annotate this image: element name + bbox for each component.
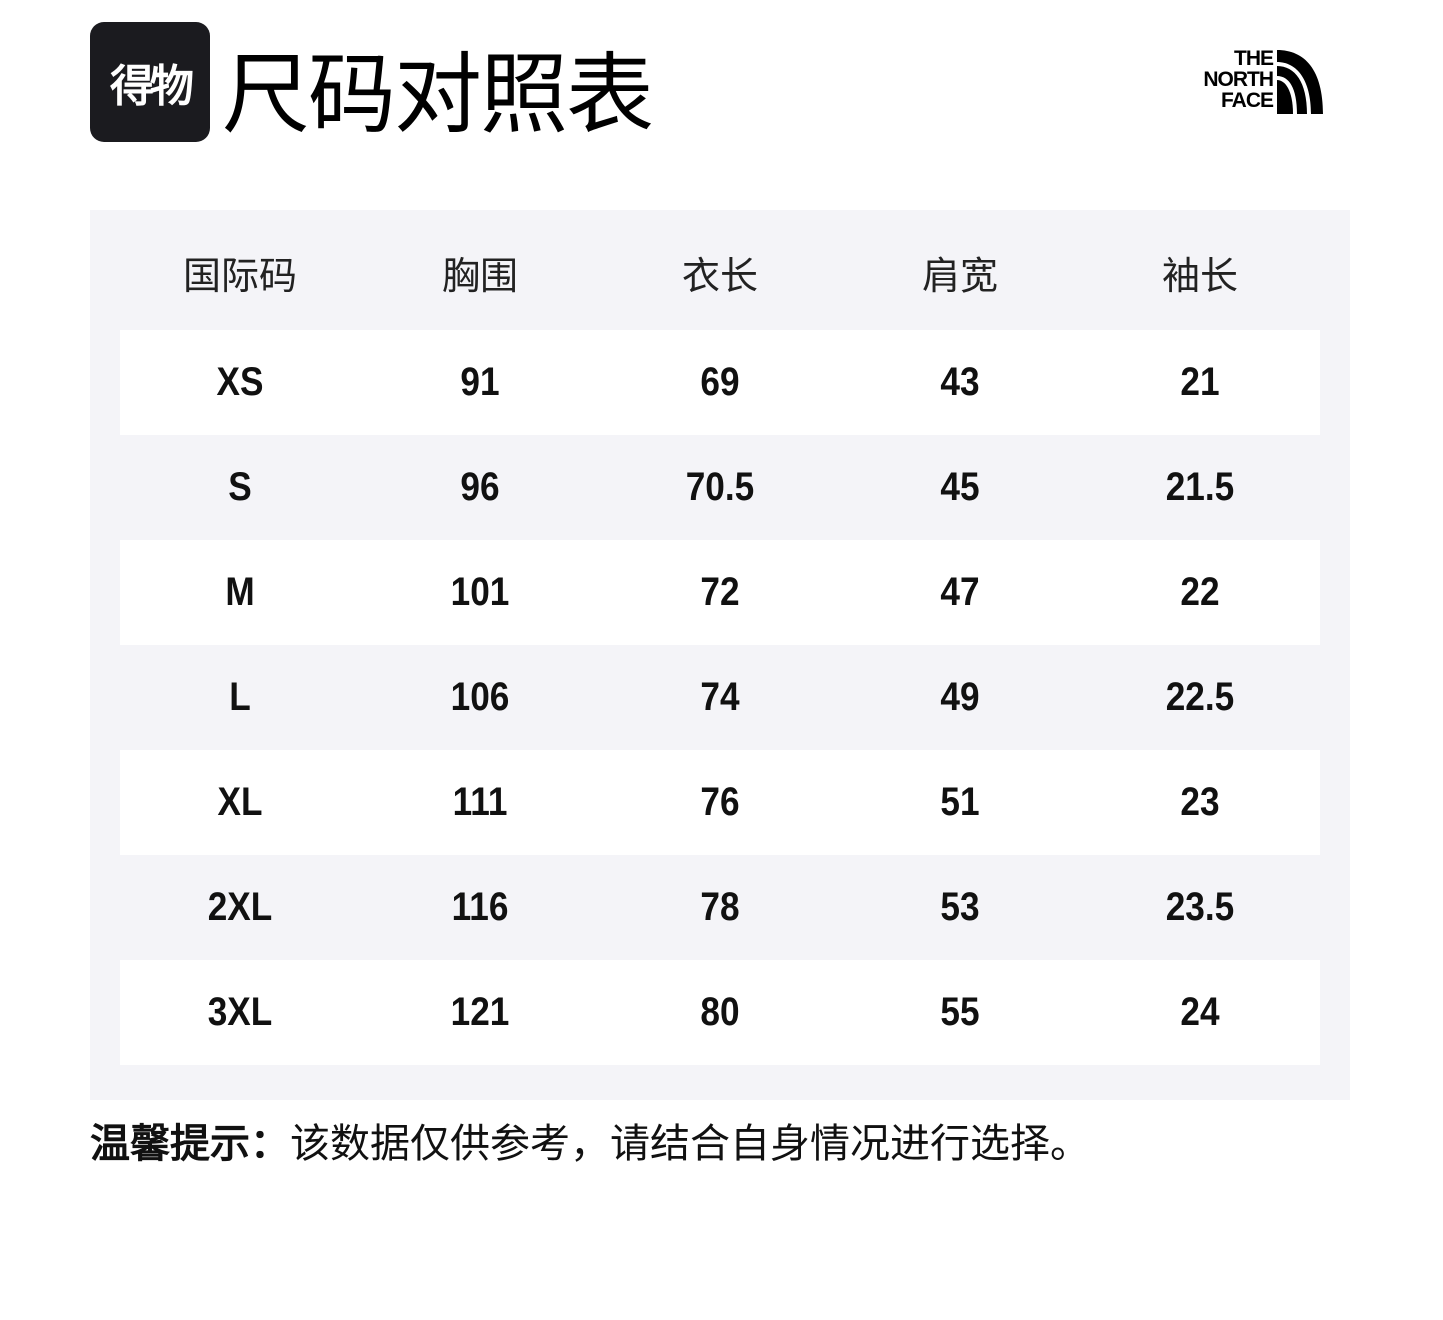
table-cell: 106 <box>450 675 510 719</box>
table-cell: 49 <box>940 675 980 719</box>
table-cell: 96 <box>460 465 500 509</box>
the-north-face-logo: THE NORTH FACE <box>1180 48 1325 116</box>
table-cell: 101 <box>450 570 510 614</box>
table-cell: 2XL <box>207 885 273 929</box>
table-cell: 69 <box>700 360 740 404</box>
table-cell: 121 <box>450 990 510 1034</box>
tip-text: 该数据仅供参考，请结合自身情况进行选择。 <box>290 1121 1090 1167</box>
table-cell: 24 <box>1180 990 1220 1034</box>
logo-text: 得物 <box>110 61 194 112</box>
table-cell: 116 <box>451 885 509 929</box>
table-cell: 23.5 <box>1165 885 1235 929</box>
table-cell: 53 <box>940 885 980 929</box>
table-cell: 43 <box>940 360 980 404</box>
table-row: 3XL 121 80 55 24 <box>120 960 1320 1065</box>
table-row: M 101 72 47 22 <box>120 540 1320 645</box>
table-cell: 3XL <box>207 990 273 1034</box>
page-title: 尺码对照表 <box>222 43 654 146</box>
table-row: 2XL 116 78 53 23.5 <box>120 855 1320 960</box>
table-cell: 91 <box>460 360 500 404</box>
table-cell: 70.5 <box>685 465 755 509</box>
table-cell: 74 <box>700 675 740 719</box>
table-cell: 23 <box>1180 780 1220 824</box>
table-cell: 111 <box>452 780 508 824</box>
table-header-row: 国际码 胸围 衣长 肩宽 袖长 <box>120 220 1320 325</box>
table-cell: 72 <box>700 570 740 614</box>
tip-label: 温馨提示： <box>90 1121 290 1167</box>
table-cell: 45 <box>940 465 980 509</box>
column-header: 衣长 <box>681 254 758 298</box>
table-row: L 106 74 49 22.5 <box>120 645 1320 750</box>
table-cell: 51 <box>940 780 980 824</box>
size-table: 国际码 胸围 衣长 肩宽 袖长 XS 91 69 43 21 S 96 70.5 45 21.5 M 101 7… <box>90 210 1350 1100</box>
table-row: XS 91 69 43 21 <box>120 330 1320 435</box>
table-cell: 21.5 <box>1165 465 1235 509</box>
table-cell: M <box>225 570 255 614</box>
column-header: 肩宽 <box>921 254 998 298</box>
table-cell: 21 <box>1180 360 1220 404</box>
table-cell: 78 <box>700 885 740 929</box>
dewu-logo: 得物 <box>90 22 210 142</box>
table-cell: 55 <box>940 990 980 1034</box>
table-cell: 80 <box>700 990 740 1034</box>
table-cell: S <box>228 465 252 509</box>
column-header: 国际码 <box>182 254 297 298</box>
table-cell: 22 <box>1180 570 1220 614</box>
column-header: 胸围 <box>441 254 518 298</box>
table-row: S 96 70.5 45 21.5 <box>120 435 1320 540</box>
tip-note: 温馨提示：该数据仅供参考，请结合自身情况进行选择。 <box>90 1116 1090 1172</box>
table-cell: 76 <box>700 780 740 824</box>
table-cell: XL <box>217 780 263 824</box>
table-cell: XS <box>216 360 264 404</box>
table-cell: L <box>229 675 251 719</box>
table-row: XL 111 76 51 23 <box>120 750 1320 855</box>
table-cell: 22.5 <box>1165 675 1235 719</box>
column-header: 袖长 <box>1161 254 1238 298</box>
table-cell: 47 <box>940 570 980 614</box>
